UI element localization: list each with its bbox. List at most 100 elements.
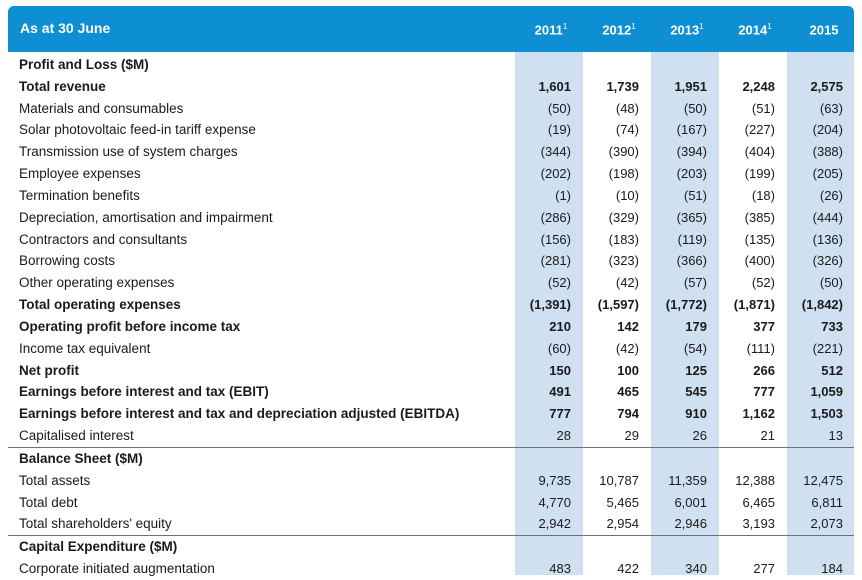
value-cell: 794	[617, 406, 639, 422]
row-label: Total debt	[19, 494, 78, 510]
value-cell: (52)	[547, 275, 571, 291]
value-cell: (365)	[676, 209, 707, 225]
value-cell: 733	[821, 318, 843, 334]
table-row: Earnings before interest and tax and dep…	[8, 403, 854, 425]
column-shade-2013	[651, 52, 719, 575]
value-cell: 1,739	[606, 78, 639, 94]
value-cell: (326)	[812, 253, 843, 269]
row-label: Earnings before interest and tax (EBIT)	[19, 384, 269, 400]
table-row: Capitalised interest 28 29 26 21 13	[8, 425, 854, 447]
value-cell: 150	[549, 362, 571, 378]
value-cell: (388)	[812, 144, 843, 160]
value-cell: 28	[556, 428, 571, 444]
value-cell: (19)	[547, 122, 571, 138]
value-cell: (204)	[812, 122, 843, 138]
value-cell: 26	[692, 428, 707, 444]
value-cell: 4,770	[538, 494, 571, 510]
value-cell: 21	[760, 428, 775, 444]
row-label: Termination benefits	[19, 187, 140, 203]
table-row: Total assets 9,735 10,787 11,359 12,388 12,47…	[8, 470, 854, 492]
value-cell: 11,359	[668, 472, 707, 488]
value-cell: (136)	[812, 231, 843, 247]
value-cell: 6,001	[674, 494, 707, 510]
value-cell: 266	[753, 362, 775, 378]
table-row: Income tax equivalent (60) (42) (54) (111) (2…	[8, 338, 854, 360]
value-cell: 1,601	[538, 78, 571, 94]
value-cell: 512	[821, 362, 843, 378]
value-cell: 210	[549, 318, 571, 334]
value-cell: (199)	[744, 166, 775, 182]
value-cell: (1)	[555, 187, 571, 203]
value-cell: (60)	[547, 340, 571, 356]
value-cell: (202)	[540, 166, 571, 182]
table-row: Materials and consumables (50) (48) (50) (51…	[8, 98, 854, 120]
value-cell: (63)	[819, 100, 843, 116]
year-header-2014: 20141	[738, 22, 772, 38]
row-label: Total shareholders' equity	[19, 516, 172, 532]
row-label: Corporate initiated augmentation	[19, 561, 215, 577]
value-cell: (329)	[608, 209, 639, 225]
table-row: Employee expenses (202) (198) (203) (199) (20…	[8, 163, 854, 185]
row-label: Capitalised interest	[19, 428, 134, 444]
value-cell: (51)	[751, 100, 775, 116]
table-body: Profit and Loss ($M) Total revenue 1,601 1,…	[8, 54, 854, 580]
value-cell: (52)	[751, 275, 775, 291]
row-label: Operating profit before income tax	[19, 318, 241, 334]
table-row: Solar photovoltaic feed-in tariff expens…	[8, 119, 854, 141]
value-cell: 910	[685, 406, 707, 422]
row-label: Depreciation, amortisation and impairmen…	[19, 209, 273, 225]
value-cell: 1,503	[810, 406, 843, 422]
row-label: Total assets	[19, 472, 91, 488]
value-cell: 377	[753, 318, 775, 334]
value-cell: 125	[685, 362, 707, 378]
value-cell: (54)	[683, 340, 707, 356]
value-cell: 545	[685, 384, 707, 400]
value-cell: 100	[617, 362, 639, 378]
value-cell: (1,391)	[529, 297, 571, 313]
column-shade-2015	[787, 52, 854, 575]
table-row: Total operating expenses (1,391) (1,597) (1…	[8, 294, 854, 316]
table-row: Contractors and consultants (156) (183) (11…	[8, 229, 854, 251]
value-cell: 777	[549, 406, 571, 422]
value-cell: 2,946	[674, 516, 707, 532]
value-cell: 13	[828, 428, 843, 444]
value-cell: (203)	[676, 166, 707, 182]
value-cell: (281)	[540, 253, 571, 269]
section-header-row: Profit and Loss ($M)	[8, 54, 854, 76]
table-row: Corporate initiated augmentation 483 422 34…	[8, 558, 854, 580]
table-row: Total revenue 1,601 1,739 1,951 2,248 2,575	[8, 76, 854, 98]
value-cell: 2,954	[606, 516, 639, 532]
value-cell: (227)	[744, 122, 775, 138]
value-cell: 1,951	[674, 78, 707, 94]
value-cell: (1,871)	[733, 297, 775, 313]
table-row: Depreciation, amortisation and impairmen…	[8, 207, 854, 229]
value-cell: 184	[821, 561, 843, 577]
value-cell: (57)	[683, 275, 707, 291]
value-cell: (10)	[615, 187, 639, 203]
table-row: Operating profit before income tax 210 142…	[8, 316, 854, 338]
value-cell: 12,475	[803, 472, 843, 488]
value-cell: 2,073	[810, 516, 843, 532]
table-header: As at 30 June 20111 20121 20131 20141 20…	[8, 6, 854, 52]
row-label: Capital Expenditure ($M)	[19, 539, 178, 555]
row-label: Solar photovoltaic feed-in tariff expens…	[19, 122, 256, 138]
value-cell: (50)	[547, 100, 571, 116]
row-label: Total revenue	[19, 78, 106, 94]
year-header-2015: 2015	[809, 22, 839, 38]
table-row: Borrowing costs (281) (323) (366) (400) (326)	[8, 250, 854, 272]
value-cell: (167)	[676, 122, 707, 138]
value-cell: (385)	[744, 209, 775, 225]
row-label: Income tax equivalent	[19, 340, 151, 356]
value-cell: (366)	[676, 253, 707, 269]
year-header-2012: 20121	[602, 22, 636, 38]
table-row: Other operating expenses (52) (42) (57) (52)…	[8, 272, 854, 294]
row-label: Earnings before interest and tax and dep…	[19, 406, 460, 422]
value-cell: 465	[617, 384, 639, 400]
value-cell: 3,193	[742, 516, 775, 532]
value-cell: 491	[549, 384, 571, 400]
value-cell: (286)	[540, 209, 571, 225]
row-label: Transmission use of system charges	[19, 144, 238, 160]
value-cell: (51)	[683, 187, 707, 203]
value-cell: (111)	[746, 340, 775, 356]
